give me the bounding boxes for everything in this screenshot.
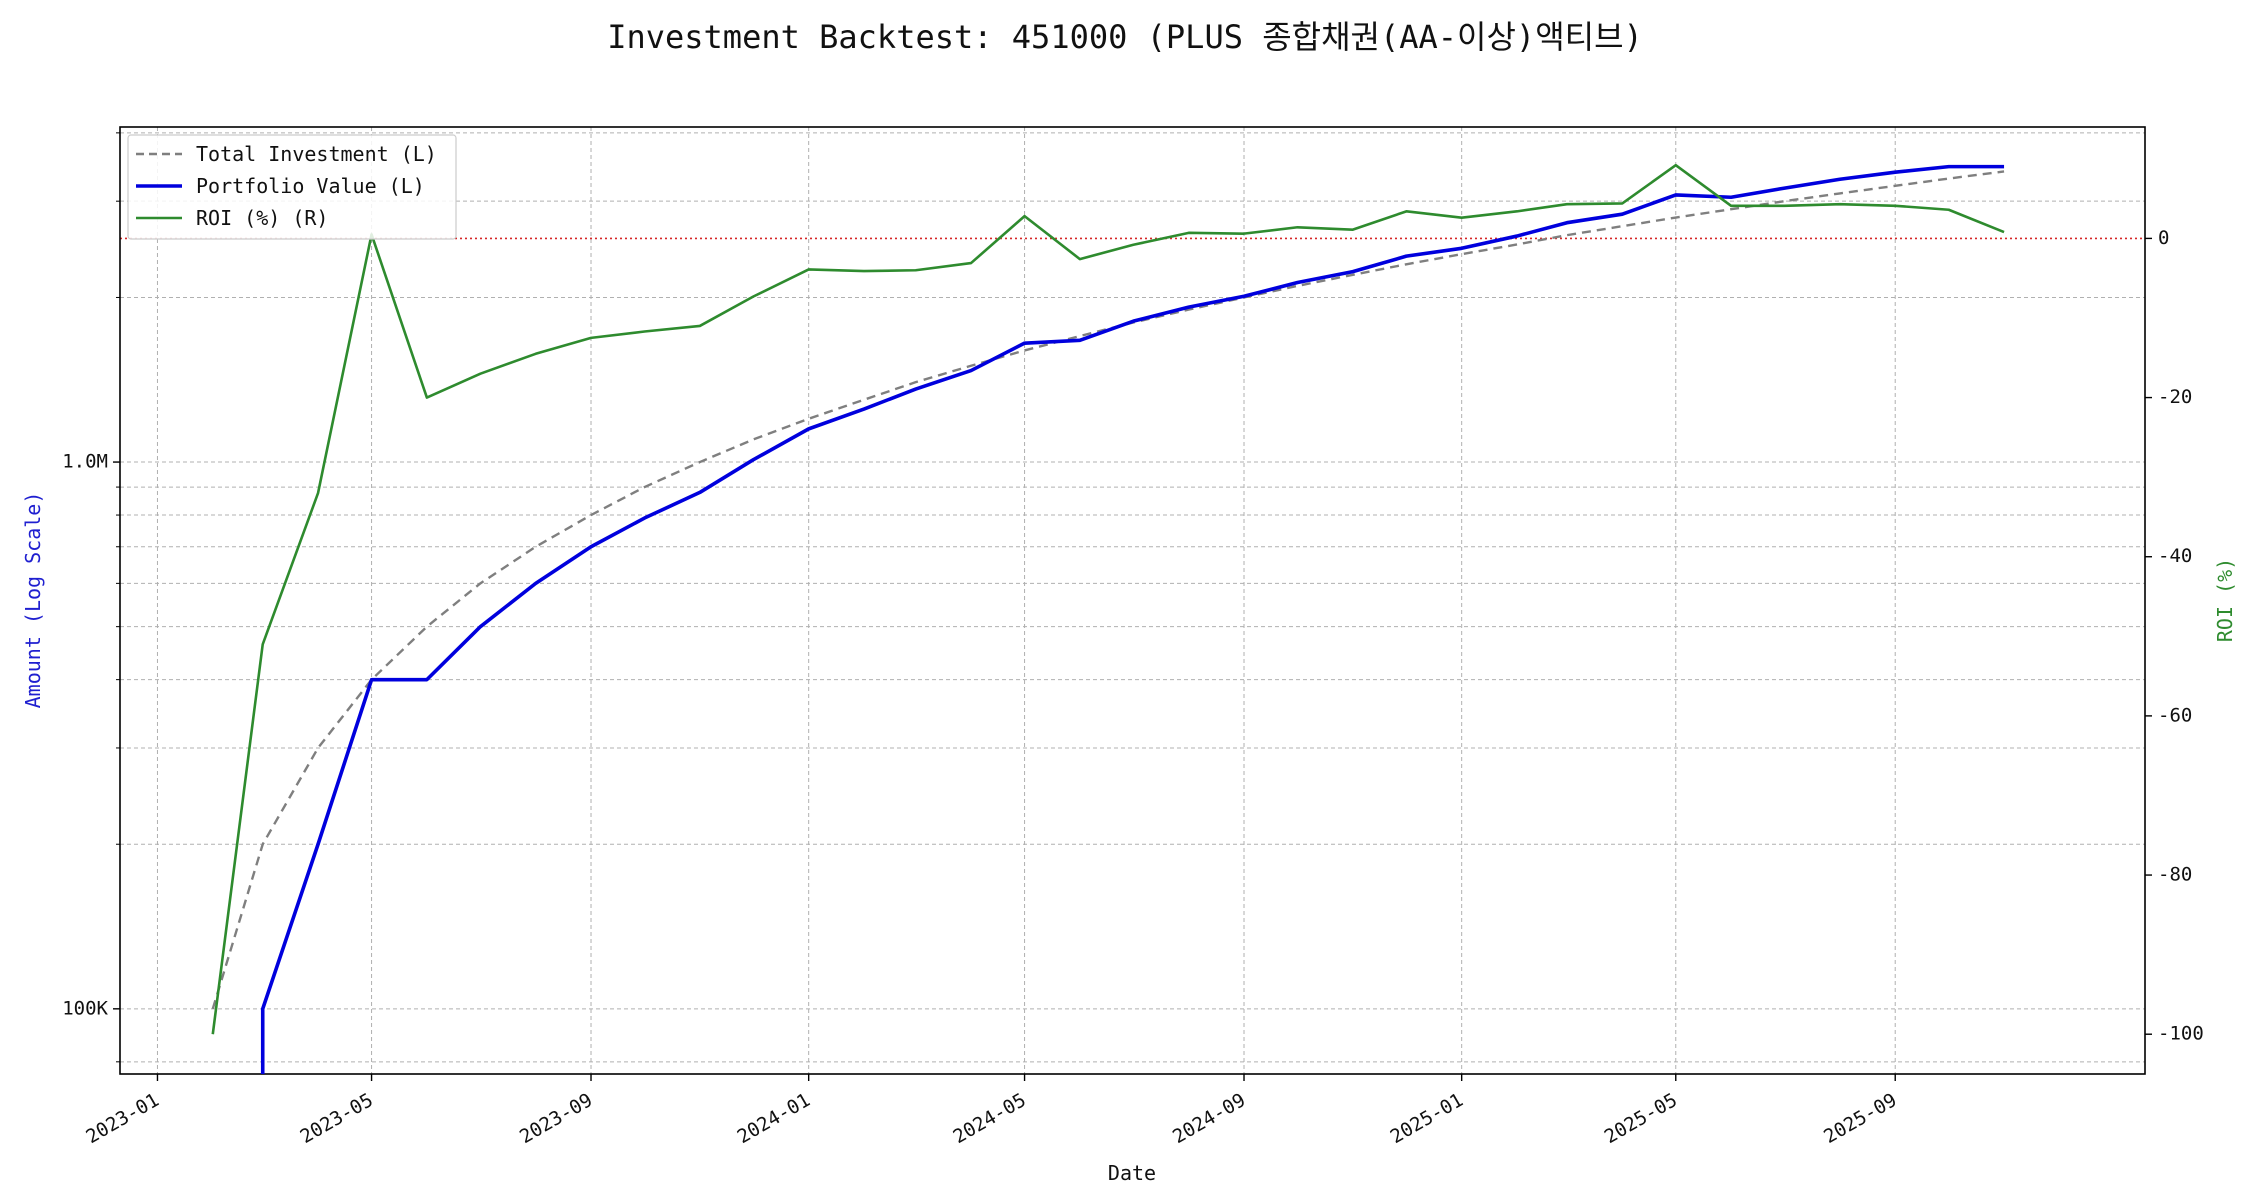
x-tick-label: 2024-05 (950, 1089, 1030, 1148)
legend-box (127, 134, 457, 240)
x-axis-label: Date (1108, 1161, 1156, 1185)
x-tick-label: 2025-05 (1601, 1089, 1681, 1148)
grid (120, 127, 2145, 1074)
y-right-tick-label: 0 (2158, 227, 2169, 249)
chart-title: Investment Backtest: 451000 (PLUS 종합채권(A… (607, 18, 1643, 56)
y-axis-right-label: ROI (%) (2213, 558, 2237, 642)
series-line-roi-r (211, 163, 2005, 1035)
plot-frame (119, 126, 2146, 1075)
series-line-portfolio-value-l (260, 164, 2005, 1074)
y-right-tick-label: -80 (2158, 864, 2192, 886)
legend-label-portfolio-value: Portfolio Value (L) (196, 174, 425, 198)
y-right-tick-label: -100 (2158, 1023, 2204, 1045)
y-left-tick-label: 100K (62, 997, 108, 1019)
y-right-tick-label: -40 (2158, 545, 2192, 567)
legend-label-roi: ROI (%) (R) (196, 206, 328, 230)
x-tick-label: 2025-01 (1387, 1089, 1467, 1148)
x-tick-label: 2024-01 (734, 1089, 814, 1148)
y-right-tick-label: -60 (2158, 704, 2192, 726)
x-tick-label: 2025-09 (1820, 1089, 1900, 1148)
legend-label-total-investment: Total Investment (L) (196, 142, 437, 166)
x-tick-label: 2023-09 (516, 1089, 596, 1148)
series-line-total-investment-l (211, 170, 2005, 1010)
legend: Total Investment (L) Portfolio Value (L)… (127, 134, 457, 240)
x-tick-label: 2024-09 (1169, 1089, 1249, 1148)
y-axis-left-label: Amount (Log Scale) (21, 492, 45, 709)
x-tick-label: 2023-05 (297, 1089, 377, 1148)
x-tick-label: 2023-01 (82, 1089, 162, 1148)
y-left-tick-label: 1.0M (62, 451, 108, 473)
axis-ticks: 2023-01 2023-05 2023-09 2024-01 2024-05 2024-… (62, 132, 2204, 1148)
series-lines (211, 163, 2005, 1074)
y-right-tick-label: -20 (2158, 386, 2192, 408)
